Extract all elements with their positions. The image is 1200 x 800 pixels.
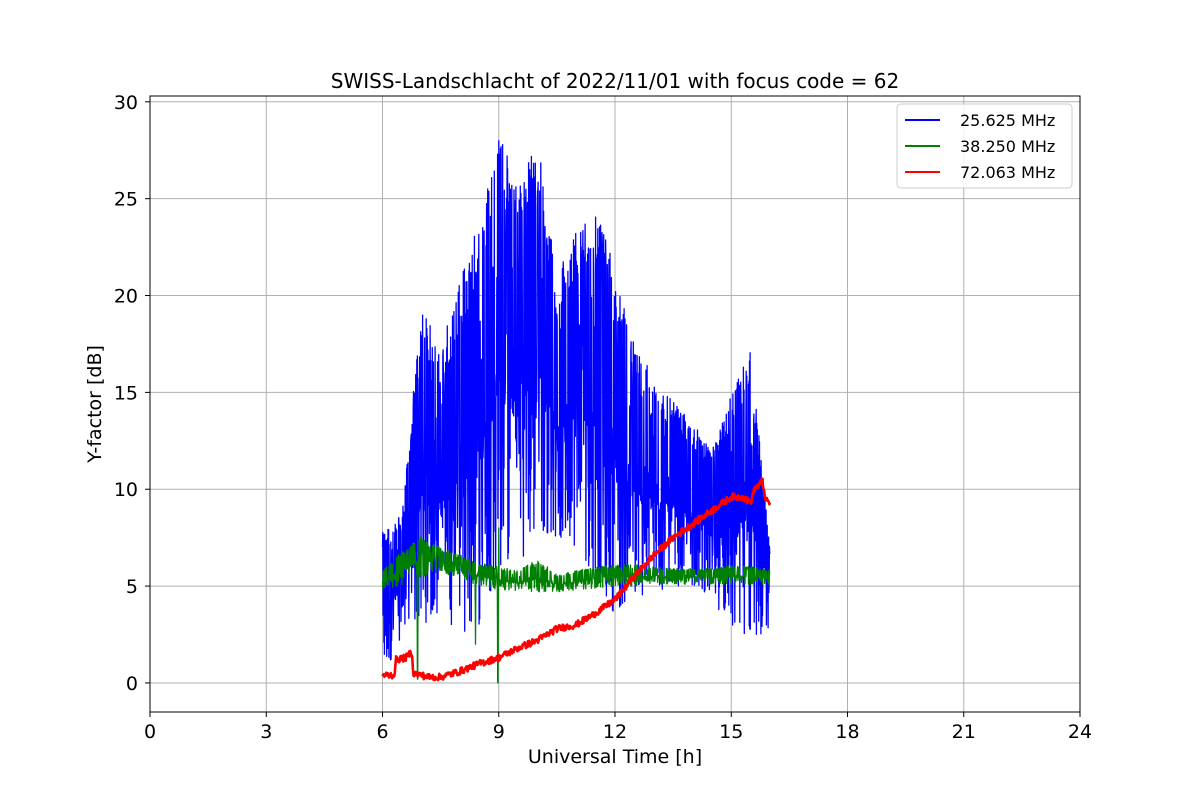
series-line-1: [381, 140, 771, 661]
x-tick-label: 0: [144, 721, 156, 743]
y-axis-title: Y-factor [dB]: [84, 345, 106, 464]
x-tick-label: 6: [376, 721, 388, 743]
legend-box: [896, 103, 1073, 189]
x-tick-label: 15: [719, 721, 743, 743]
series-line-3: [381, 477, 772, 682]
x-tick-label: 18: [835, 721, 859, 743]
chart-title: SWISS-Landschlacht of 2022/11/01 with fo…: [331, 69, 899, 93]
y-tick-label: 25: [114, 189, 138, 211]
x-tick-label: 12: [603, 721, 627, 743]
y-tick-label: 20: [114, 286, 138, 308]
ticks: 0 3 6 9 12 15 18 21 24 0 5 10 15 20 25 30: [114, 92, 1092, 743]
x-tick-label: 9: [493, 721, 505, 743]
y-tick-label: 30: [114, 92, 138, 114]
x-tick-label: 24: [1068, 721, 1092, 743]
x-axis-title: Universal Time [h]: [528, 746, 702, 768]
y-tick-label: 10: [114, 479, 138, 501]
y-tick-label: 5: [126, 576, 138, 598]
series-layer: [381, 140, 772, 684]
x-tick-label: 3: [260, 721, 272, 743]
y-tick-label: 15: [114, 382, 138, 404]
legend-label: 25.625 MHz: [960, 111, 1055, 130]
series-line-2: [381, 527, 771, 684]
legend: 25.625 MHz 38.250 MHz 72.063 MHz: [896, 103, 1073, 189]
y-tick-label: 0: [126, 673, 138, 695]
legend-label: 38.250 MHz: [960, 137, 1055, 156]
x-tick-label: 21: [952, 721, 976, 743]
legend-label: 72.063 MHz: [960, 163, 1055, 182]
